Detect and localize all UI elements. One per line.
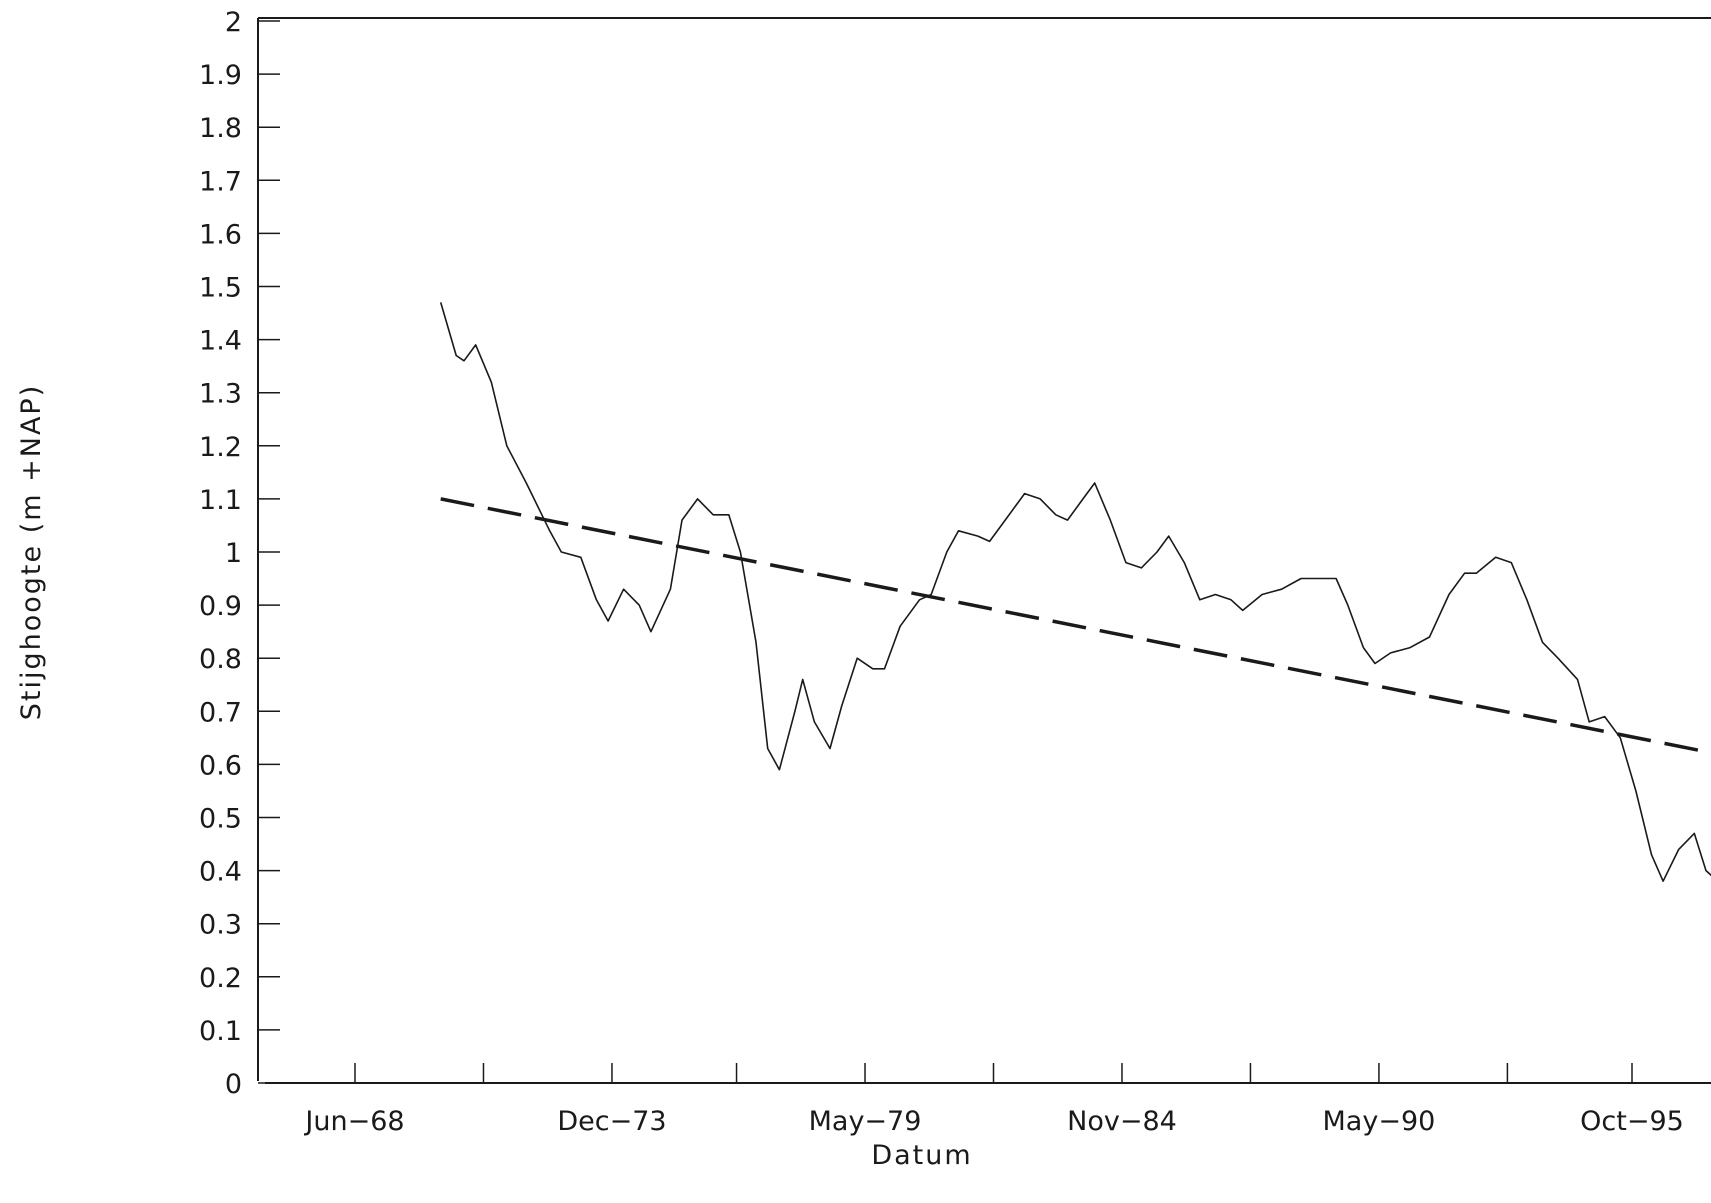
x-axis-title: Datum <box>871 1140 972 1171</box>
y-tick-label: 1.7 <box>199 166 242 197</box>
measured-series-line <box>439 302 1711 882</box>
x-tick-label: Oct−95 <box>1580 1106 1684 1137</box>
y-tick-label: 0.9 <box>199 591 242 622</box>
y-tick-label: 1.9 <box>199 60 242 91</box>
plot-frame <box>257 17 1711 1084</box>
y-tick-label: 1 <box>225 538 242 569</box>
y-tick-label: 1.6 <box>199 219 242 250</box>
trend-line <box>440 497 1711 755</box>
y-tick-label: 1.2 <box>199 432 242 463</box>
x-tick-label: May−79 <box>809 1106 922 1137</box>
y-tick-label: 1.5 <box>199 273 242 304</box>
x-tick-label: Jun−68 <box>303 1106 404 1137</box>
y-tick-label: 1.8 <box>199 113 242 144</box>
y-tick-label: 0.5 <box>199 804 242 835</box>
y-tick-label: 0 <box>225 1069 242 1100</box>
y-tick-label: 0.8 <box>199 644 242 675</box>
y-tick-label: 0.6 <box>199 750 242 781</box>
y-tick-label: 0.7 <box>199 697 242 728</box>
y-tick-label: 1.3 <box>199 379 242 410</box>
x-tick-label: May−90 <box>1323 1106 1436 1137</box>
x-tick-label: Nov−84 <box>1067 1106 1177 1137</box>
y-tick-label: 2 <box>225 7 242 38</box>
x-axis: Jun−68 Dec−73 May−79 Nov−84 May−90 Oct−95 <box>303 1063 1684 1137</box>
y-axis: 0 0.1 0.2 0.3 0.4 0.5 0.6 0.7 0.8 0.9 1 1.1 1.2 1.3 1.… <box>199 7 280 1100</box>
y-tick-label: 1.1 <box>199 485 242 516</box>
y-tick-label: 0.4 <box>199 857 242 888</box>
x-tick-label: Dec−73 <box>557 1106 666 1137</box>
y-tick-label: 0.1 <box>199 1016 242 1047</box>
y-tick-label: 0.2 <box>199 963 242 994</box>
y-tick-label: 0.3 <box>199 910 242 941</box>
y-tick-label: 1.4 <box>199 326 242 357</box>
series-layer <box>439 302 1711 882</box>
y-axis-title: Stijghoogte (m +NAP) <box>16 384 47 720</box>
